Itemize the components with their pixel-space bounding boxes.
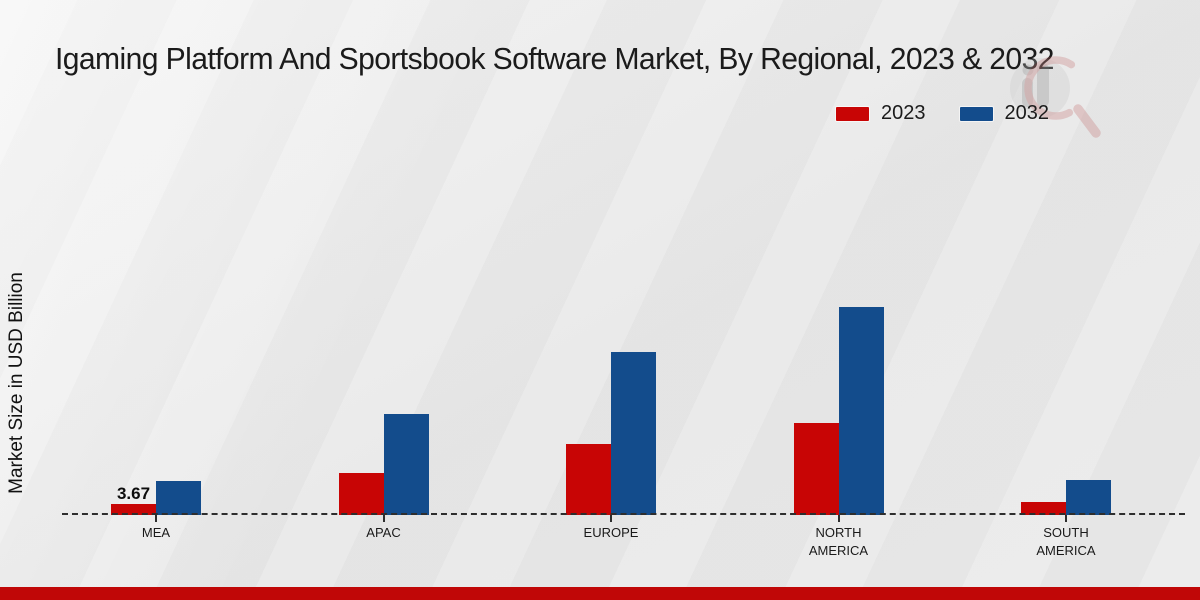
legend-label-2023: 2023 bbox=[881, 102, 926, 124]
x-axis-baseline bbox=[62, 513, 1185, 515]
bottom-banner bbox=[0, 587, 1200, 600]
x-axis-tick-south-america bbox=[1065, 515, 1067, 522]
market-research-future-logo-icon bbox=[1010, 56, 1101, 138]
bar-2023-apac bbox=[338, 473, 384, 515]
bar-2023-mea bbox=[111, 504, 156, 515]
bar-2023-north-america bbox=[793, 423, 839, 515]
legend-item-2023: 2023 bbox=[836, 102, 926, 125]
bar-2032-north-america bbox=[838, 307, 884, 515]
bar-2023-south-america bbox=[1021, 502, 1066, 515]
bar-2032-apac bbox=[383, 414, 429, 515]
legend: 2023 2032 bbox=[836, 102, 1049, 125]
bar-value-label: 3.67 bbox=[116, 484, 151, 503]
legend-swatch-2032 bbox=[959, 106, 993, 121]
chart-title: Igaming Platform And Sportsbook Software… bbox=[55, 41, 1054, 76]
bar-2032-south-america bbox=[1066, 480, 1111, 515]
x-axis-tick-apac bbox=[382, 515, 385, 522]
x-axis-label-south-america: SOUTH AMERICA bbox=[1036, 525, 1096, 558]
legend-swatch-2023 bbox=[836, 106, 869, 121]
bar-2023-europe bbox=[566, 444, 611, 515]
legend-label-2032: 2032 bbox=[1004, 102, 1050, 124]
bar-2032-europe bbox=[611, 352, 656, 515]
x-axis-label-mea: MEA bbox=[141, 525, 171, 540]
x-axis-tick-europe bbox=[610, 515, 612, 522]
x-axis-tick-mea bbox=[155, 515, 157, 522]
x-axis-label-apac: APAC bbox=[366, 525, 401, 540]
x-axis-label-europe: EUROPE bbox=[583, 525, 639, 540]
bar-2032-mea bbox=[156, 481, 201, 515]
x-axis-label-north-america: NORTH AMERICA bbox=[808, 525, 869, 558]
legend-item-2032: 2032 bbox=[959, 102, 1050, 125]
x-axis-tick-north-america bbox=[837, 515, 840, 522]
